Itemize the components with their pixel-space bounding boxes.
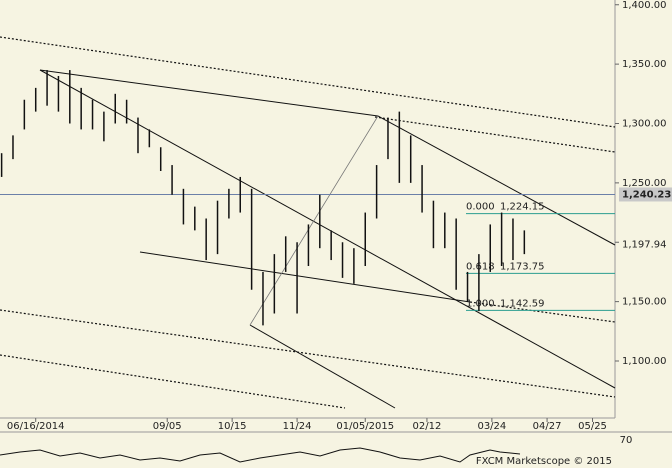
footer: FXCM Marketscope © 2015 — [476, 456, 612, 467]
y-tick-label: 1,400.00 — [622, 0, 667, 11]
fib-level: 0.000 — [466, 202, 495, 213]
y-tick-label: 1,350.00 — [622, 59, 667, 70]
fib-label: 1,173.75 — [500, 261, 545, 272]
x-tick-label: 01/05/2015 — [336, 421, 394, 432]
fib-label: 1,142.59 — [500, 298, 545, 309]
indicator-tick-label: 70 — [620, 435, 633, 446]
x-tick-label: 03/24 — [477, 421, 506, 432]
y-tick-label: 1,250.00 — [622, 178, 667, 189]
fib-level: 1.000 — [466, 298, 495, 309]
price-label: 1,240.23 — [622, 189, 671, 200]
y-tick-label: 1,300.00 — [622, 119, 667, 130]
x-tick-label: 02/12 — [413, 421, 442, 432]
last-price-label: 1,197.94 — [622, 240, 667, 251]
indicator-line — [0, 447, 521, 463]
x-tick-label: 05/25 — [578, 421, 607, 432]
x-tick-label: 09/05 — [153, 421, 182, 432]
y-tick-label: 1,150.00 — [622, 297, 667, 308]
x-tick-label: 04/27 — [533, 421, 562, 432]
x-tick-label: 06/16/2014 — [7, 421, 65, 432]
y-tick-label: 1,100.00 — [622, 356, 667, 367]
fib-label: 1,224.15 — [500, 202, 545, 213]
x-tick-label: 11/24 — [283, 421, 312, 432]
x-tick-label: 10/15 — [218, 421, 247, 432]
fib-level: 0.618 — [466, 261, 495, 272]
price-box — [619, 187, 672, 202]
trendlines — [0, 36, 616, 409]
last-price-box — [619, 237, 672, 252]
